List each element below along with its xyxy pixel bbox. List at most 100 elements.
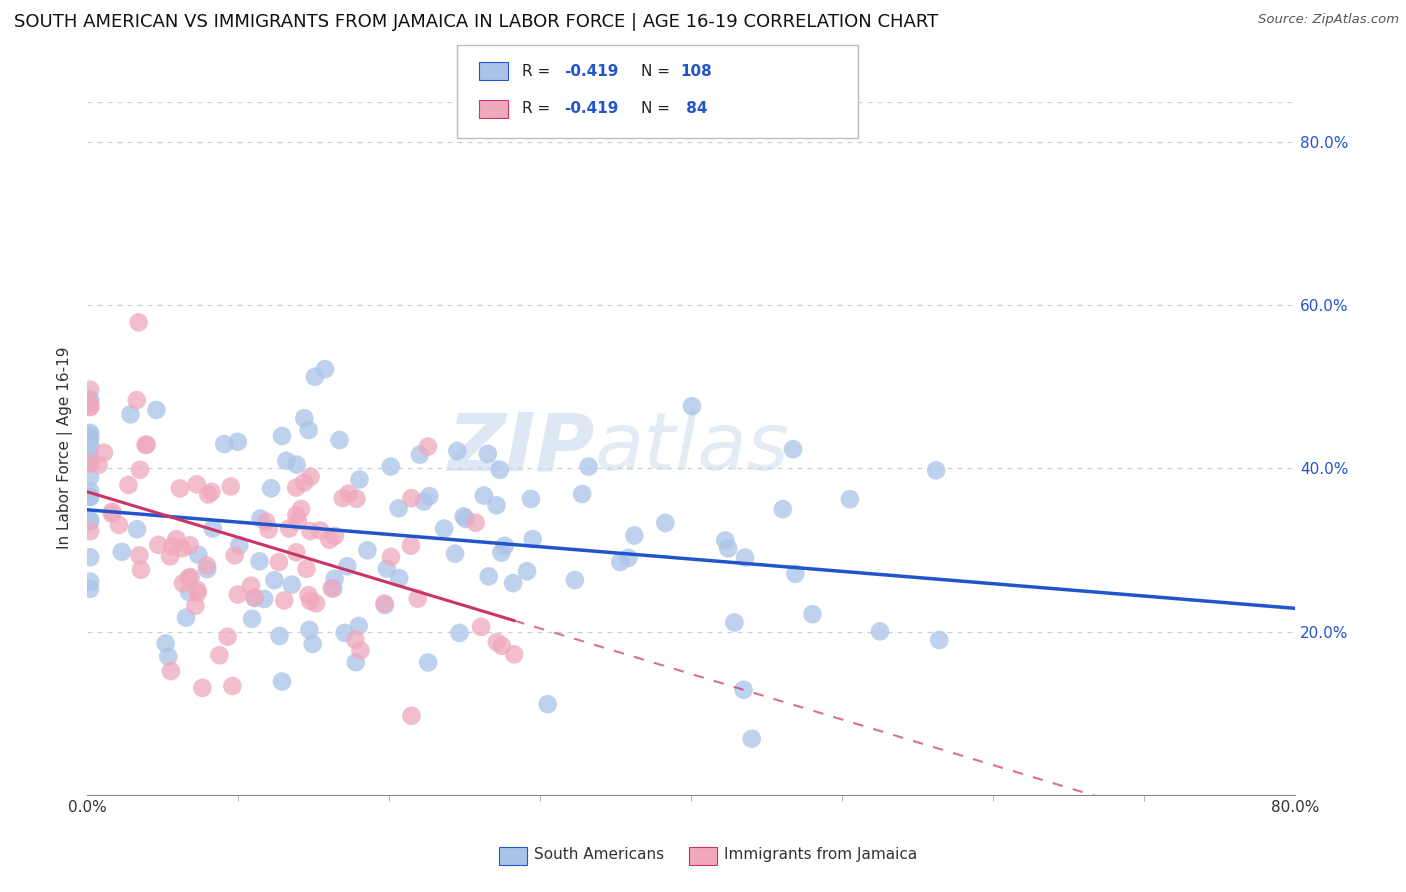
Point	[79, 428, 101, 442]
Point	[333, 626, 356, 640]
Point	[741, 731, 763, 746]
Point	[174, 610, 197, 624]
Point	[344, 632, 367, 647]
Point	[224, 549, 246, 563]
Point	[260, 481, 283, 495]
Point	[503, 648, 526, 662]
Point	[297, 588, 319, 602]
Point	[785, 566, 807, 581]
Point	[453, 509, 475, 524]
Text: ZIP: ZIP	[447, 409, 595, 487]
Point	[184, 599, 207, 613]
Point	[801, 607, 824, 622]
Point	[79, 453, 101, 467]
Point	[494, 539, 516, 553]
Point	[681, 399, 703, 413]
Point	[79, 457, 101, 471]
Point	[387, 501, 409, 516]
Point	[87, 458, 110, 472]
Point	[623, 528, 645, 542]
Point	[782, 442, 804, 457]
Point	[298, 623, 321, 637]
Point	[305, 596, 328, 610]
Point	[249, 554, 271, 568]
Point	[323, 572, 346, 586]
Point	[309, 524, 332, 538]
Point	[373, 597, 395, 611]
Point	[285, 508, 308, 522]
Point	[412, 494, 434, 508]
Point	[79, 399, 101, 413]
Point	[195, 562, 218, 576]
Point	[100, 507, 122, 521]
Point	[117, 478, 139, 492]
Point	[267, 555, 290, 569]
Point	[433, 522, 456, 536]
Point	[254, 515, 277, 529]
Point	[292, 475, 315, 490]
Point	[380, 549, 402, 564]
Point	[733, 682, 755, 697]
Point	[263, 574, 285, 588]
Point	[79, 425, 101, 440]
Point	[714, 533, 737, 548]
Point	[172, 576, 194, 591]
Text: N =: N =	[641, 102, 675, 116]
Point	[375, 561, 398, 575]
Point	[290, 502, 312, 516]
Point	[186, 477, 208, 491]
Point	[449, 626, 471, 640]
Point	[240, 612, 263, 626]
Point	[418, 656, 440, 670]
Text: atlas: atlas	[595, 409, 789, 487]
Point	[491, 639, 513, 653]
Point	[129, 463, 152, 477]
Point	[217, 630, 239, 644]
Point	[101, 505, 124, 519]
Point	[287, 514, 309, 528]
Point	[79, 447, 101, 461]
Point	[416, 440, 439, 454]
Point	[79, 432, 101, 446]
Point	[226, 434, 249, 449]
Point	[162, 539, 184, 553]
Text: -0.419: -0.419	[564, 102, 619, 116]
Point	[578, 459, 600, 474]
Point	[301, 637, 323, 651]
Point	[609, 555, 631, 569]
Point	[295, 562, 318, 576]
Point	[148, 538, 170, 552]
Point	[212, 437, 235, 451]
Point	[344, 655, 367, 669]
Point	[318, 533, 340, 547]
Point	[200, 484, 222, 499]
Point	[111, 545, 134, 559]
Point	[723, 615, 745, 630]
Point	[285, 458, 308, 472]
Point	[186, 582, 208, 597]
Point	[79, 383, 101, 397]
Point	[125, 393, 148, 408]
Point	[336, 559, 359, 574]
Point	[285, 545, 308, 559]
Point	[129, 563, 152, 577]
Point	[169, 482, 191, 496]
Point	[418, 489, 440, 503]
Point	[79, 470, 101, 484]
Point	[489, 463, 512, 477]
Point	[485, 498, 508, 512]
Point	[79, 524, 101, 538]
Point	[564, 573, 586, 587]
Point	[270, 429, 292, 443]
Point	[253, 591, 276, 606]
Point	[472, 489, 495, 503]
Point	[219, 479, 242, 493]
Point	[79, 400, 101, 414]
Point	[304, 369, 326, 384]
Point	[464, 516, 486, 530]
Text: R =: R =	[522, 102, 555, 116]
Point	[401, 708, 423, 723]
Point	[201, 522, 224, 536]
Point	[717, 541, 740, 556]
Y-axis label: In Labor Force | Age 16-19: In Labor Force | Age 16-19	[58, 347, 73, 549]
